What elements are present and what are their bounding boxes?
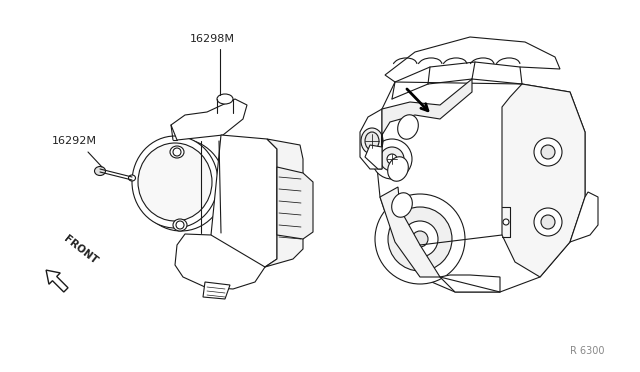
Ellipse shape <box>388 157 408 181</box>
Ellipse shape <box>129 175 136 181</box>
Polygon shape <box>382 79 472 147</box>
Polygon shape <box>570 192 598 242</box>
Circle shape <box>412 231 428 247</box>
Circle shape <box>534 138 562 166</box>
Circle shape <box>372 139 412 179</box>
Polygon shape <box>385 37 560 82</box>
Ellipse shape <box>217 94 233 104</box>
Circle shape <box>503 219 509 225</box>
Ellipse shape <box>138 143 212 221</box>
Polygon shape <box>375 82 585 292</box>
Polygon shape <box>46 270 68 292</box>
Polygon shape <box>502 84 585 277</box>
Circle shape <box>534 208 562 236</box>
Polygon shape <box>380 187 440 277</box>
Circle shape <box>173 148 181 156</box>
Circle shape <box>380 147 404 171</box>
Polygon shape <box>211 135 277 267</box>
Text: R 6300: R 6300 <box>570 346 605 356</box>
Text: 16292M: 16292M <box>52 136 97 146</box>
Ellipse shape <box>132 136 218 228</box>
Polygon shape <box>277 167 313 239</box>
Circle shape <box>375 194 465 284</box>
Polygon shape <box>175 234 265 289</box>
Circle shape <box>402 221 438 257</box>
Polygon shape <box>171 99 247 140</box>
Text: 16298M: 16298M <box>190 34 235 44</box>
Ellipse shape <box>173 219 187 231</box>
Circle shape <box>388 207 452 271</box>
Polygon shape <box>265 139 303 267</box>
Polygon shape <box>203 282 230 299</box>
Ellipse shape <box>170 146 184 158</box>
Polygon shape <box>365 145 382 169</box>
Ellipse shape <box>95 167 106 176</box>
Polygon shape <box>360 109 382 169</box>
Text: FRONT: FRONT <box>62 234 100 266</box>
Ellipse shape <box>397 115 419 139</box>
Circle shape <box>541 145 555 159</box>
Circle shape <box>541 215 555 229</box>
Circle shape <box>176 221 184 229</box>
Ellipse shape <box>365 132 379 150</box>
Ellipse shape <box>361 128 383 154</box>
Circle shape <box>387 154 397 164</box>
Polygon shape <box>440 275 500 292</box>
Ellipse shape <box>392 193 412 217</box>
